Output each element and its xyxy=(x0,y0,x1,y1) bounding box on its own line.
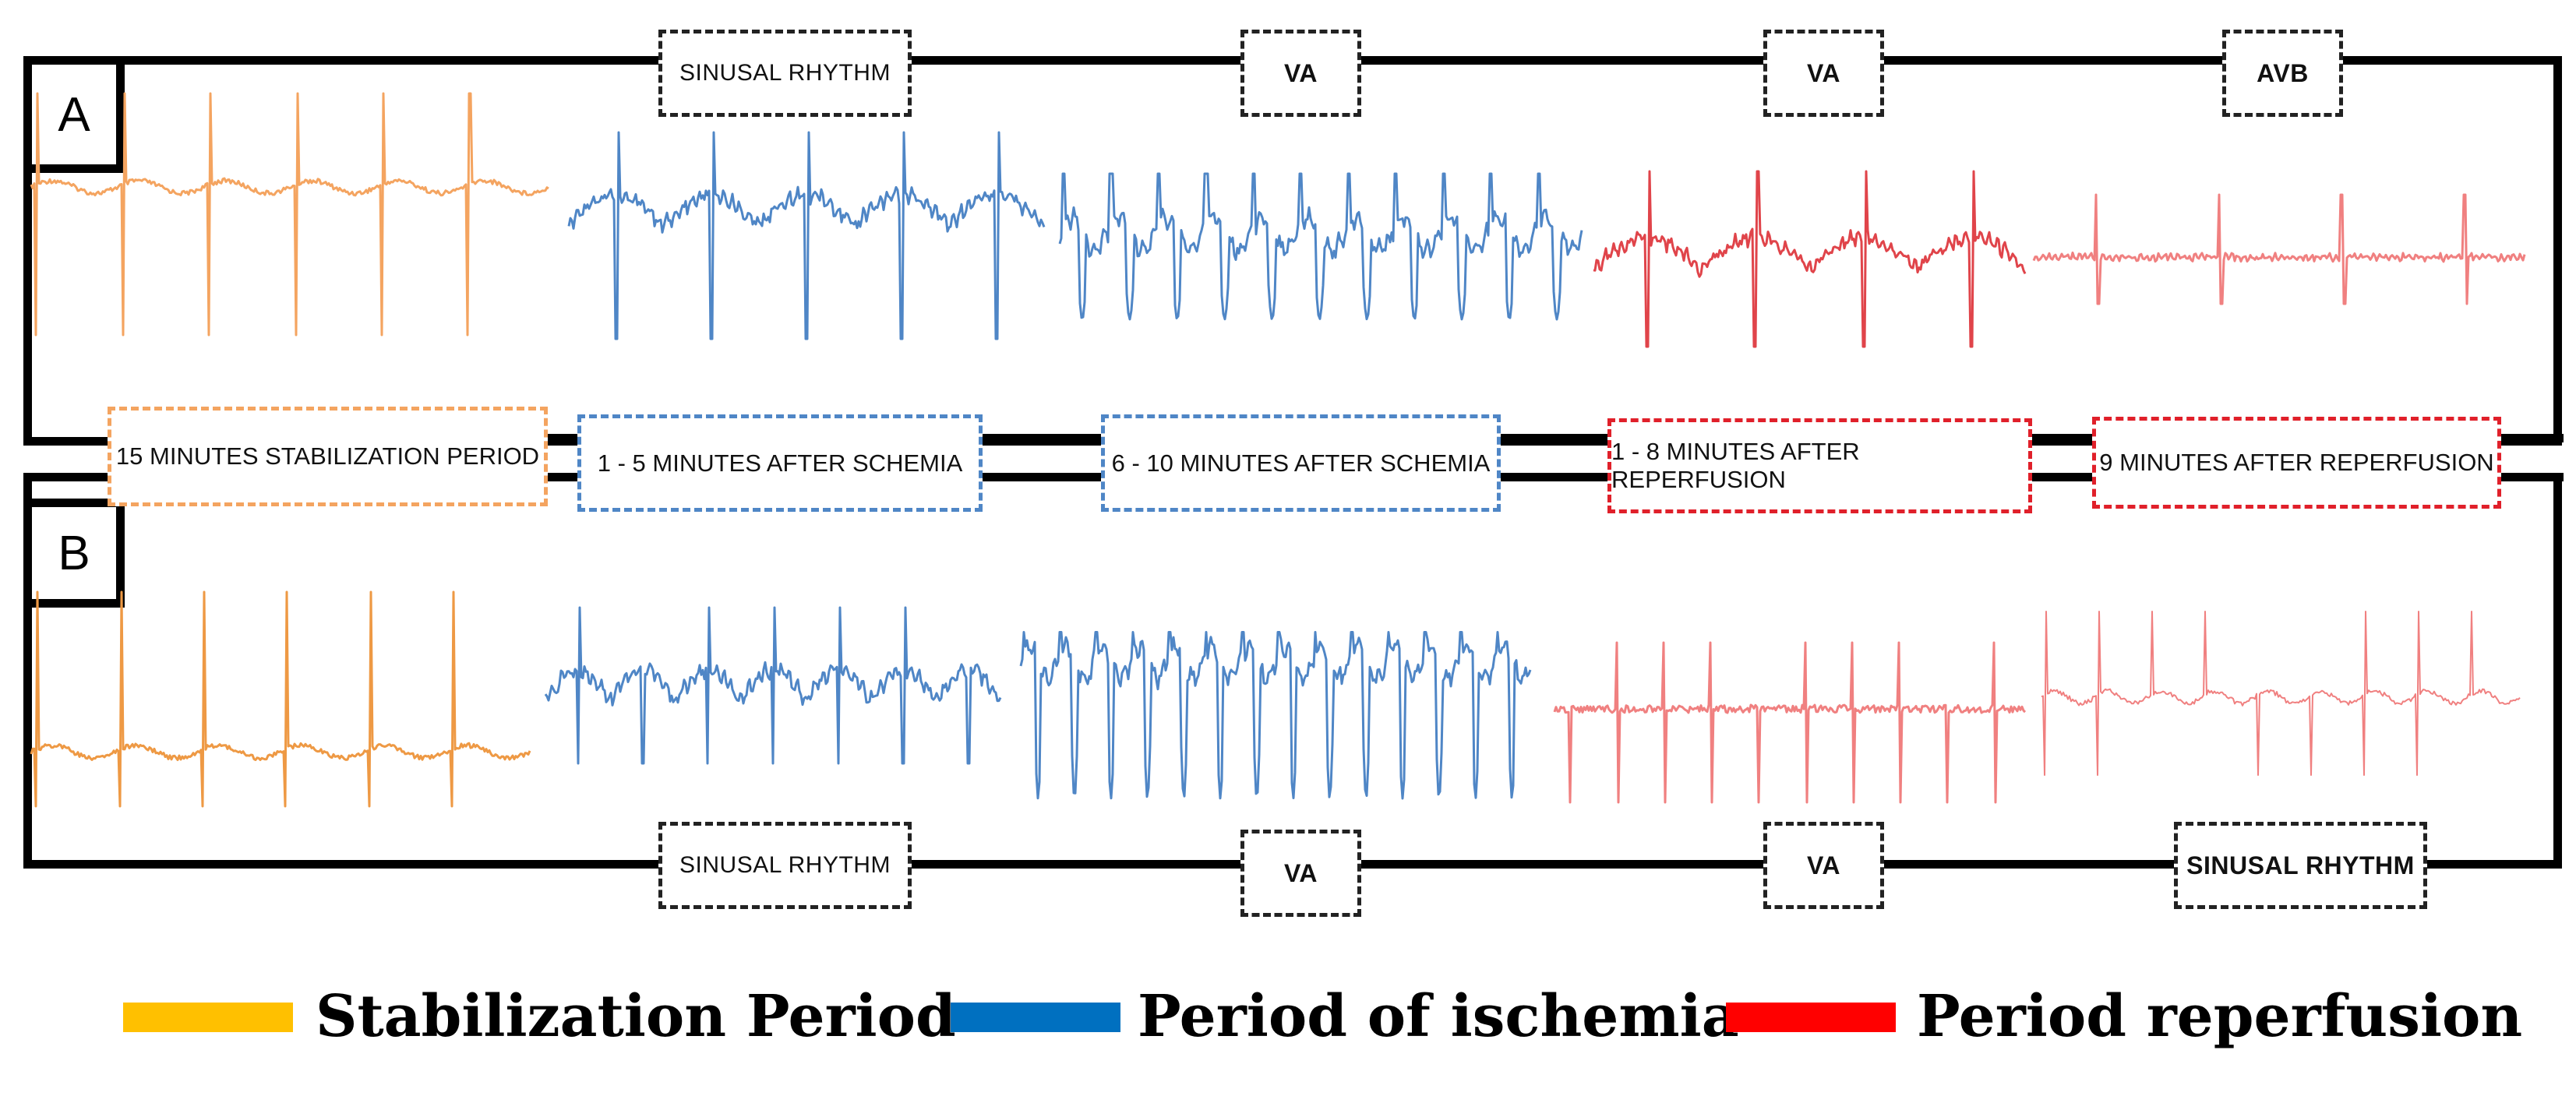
legend-swatch-stabilization xyxy=(123,1003,293,1032)
panel-b-label: B xyxy=(23,499,125,608)
legend-label-ischemia: Period of ischemia xyxy=(1138,983,1739,1050)
ecg-trace-b-4 xyxy=(1553,641,2027,804)
period-stabilization: 15 MINUTES STABILIZATION PERIOD xyxy=(108,407,548,506)
period-reperfusion-1: 1 - 8 MINUTES AFTER REPERFUSION xyxy=(1607,418,2032,513)
top-rhythm-avb: AVB xyxy=(2222,30,2343,117)
period-reperfusion-2: 9 MINUTES AFTER REPERFUSION xyxy=(2092,417,2501,509)
bottom-rhythm-va-1: VA xyxy=(1240,830,1361,917)
period-ischemia-2: 6 - 10 MINUTES AFTER SCHEMIA xyxy=(1101,414,1501,512)
legend-label-stabilization: Stabilization Period xyxy=(316,983,956,1050)
legend-swatch-reperfusion xyxy=(1726,1003,1896,1032)
panel-a-label: A xyxy=(23,56,125,173)
divider-bar-1 xyxy=(545,434,2564,442)
ecg-trace-a-4 xyxy=(1593,170,2027,348)
ecg-trace-a-3 xyxy=(1058,172,1583,321)
bottom-rhythm-va-2: VA xyxy=(1763,822,1884,909)
top-rhythm-va-1: VA xyxy=(1240,30,1361,117)
ecg-trace-b-5 xyxy=(2041,611,2521,776)
legend-swatch-ischemia xyxy=(951,1003,1120,1032)
ecg-trace-b-3 xyxy=(1019,631,1532,800)
ecg-trace-a-5 xyxy=(2032,193,2526,305)
ecg-trace-b-2 xyxy=(544,606,1002,765)
ecg-trace-a-1 xyxy=(30,92,549,337)
divider-bar-2 xyxy=(545,473,2564,481)
period-ischemia-1: 1 - 5 MINUTES AFTER SCHEMIA xyxy=(577,414,983,512)
ecg-trace-a-2 xyxy=(567,131,1046,340)
bottom-rhythm-sinusal-1: SINUSAL RHYTHM xyxy=(658,822,912,909)
bottom-rhythm-sinusal-2: SINUSAL RHYTHM xyxy=(2174,822,2427,909)
top-rhythm-sinusal: SINUSAL RHYTHM xyxy=(658,30,912,117)
top-rhythm-va-2: VA xyxy=(1763,30,1884,117)
ecg-trace-b-1 xyxy=(30,590,531,808)
legend-label-reperfusion: Period reperfusion xyxy=(1917,983,2523,1050)
